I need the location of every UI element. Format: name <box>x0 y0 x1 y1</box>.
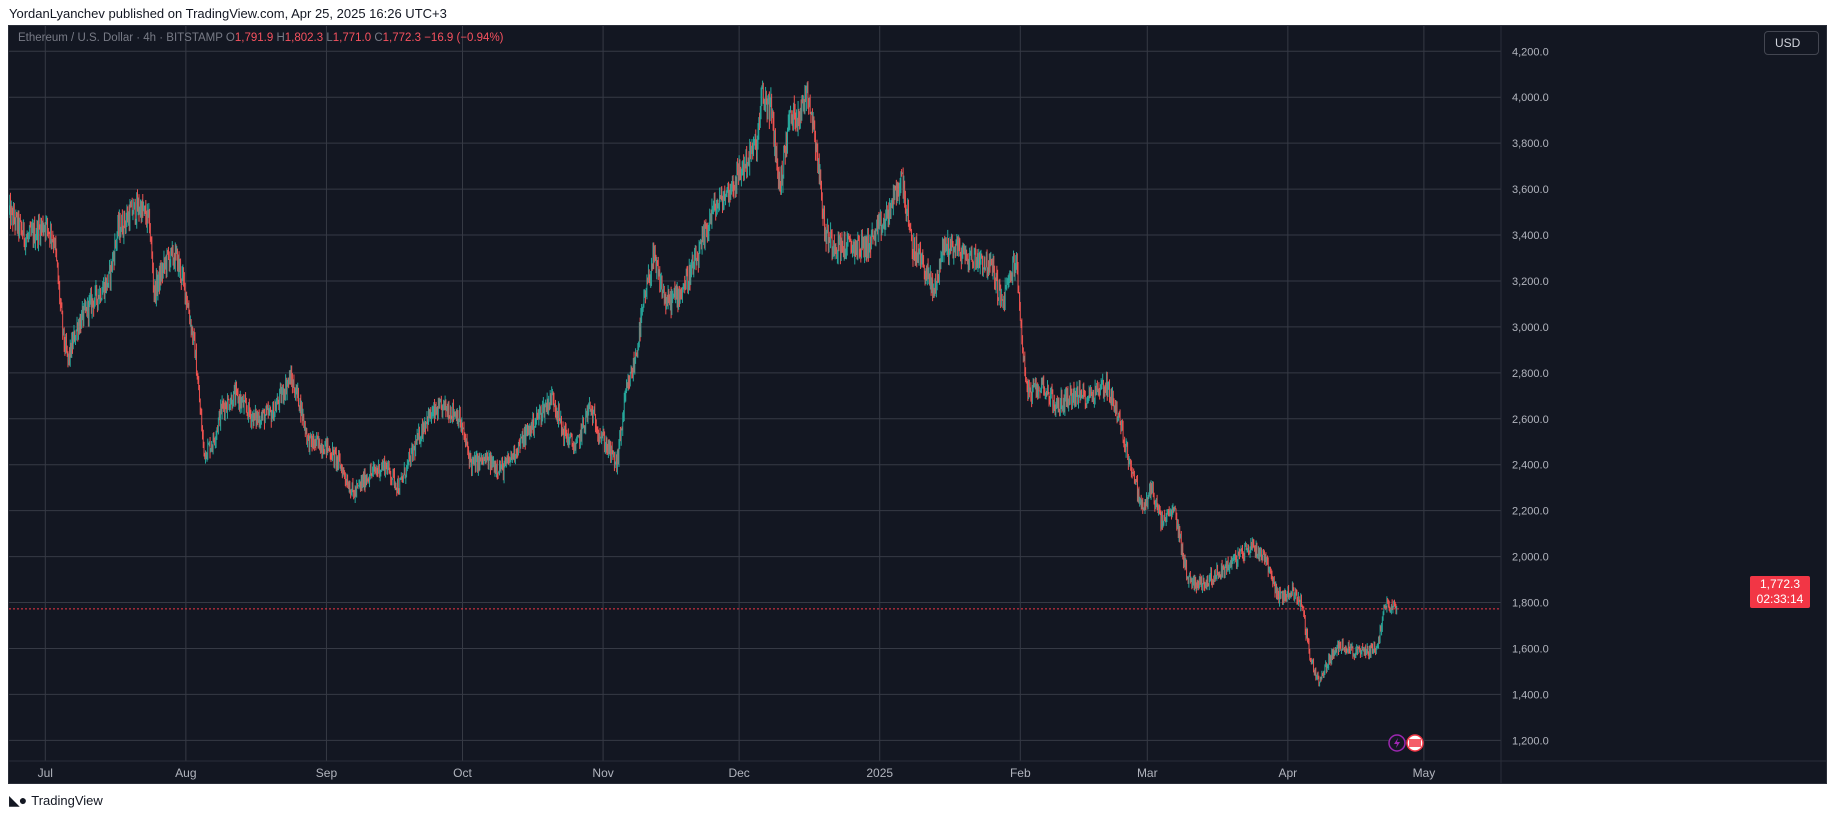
time-tick-label: Mar <box>1137 766 1158 780</box>
time-axis: Jul Aug Sep Oct Nov Dec 2025 Feb Mar Apr May <box>38 766 1436 780</box>
time-tick-label: Nov <box>592 766 613 780</box>
price-tick-label: 1,200.0 <box>1512 735 1549 747</box>
time-tick-label: Apr <box>1279 766 1298 780</box>
symbol-description[interactable]: Ethereum / U.S. Dollar · 4h · BITSTAMP <box>18 32 223 44</box>
price-tick-label: 4,000.0 <box>1512 92 1549 104</box>
price-tick-label: 1,600.0 <box>1512 643 1549 655</box>
chart-pane[interactable]: 1,200.0 1,400.0 1,600.0 1,800.0 2,000.0 2,200… <box>8 25 1827 784</box>
close-label: C <box>374 32 383 44</box>
low-label: L <box>326 32 333 44</box>
price-tick-label: 2,600.0 <box>1512 414 1549 426</box>
brand-name: TradingView <box>31 793 103 808</box>
time-tick-label: May <box>1413 766 1436 780</box>
price-axis: 1,200.0 1,400.0 1,600.0 1,800.0 2,000.0 2,200… <box>1512 46 1549 747</box>
tradingview-logo-icon: ◣● <box>9 792 27 808</box>
price-tick-label: 3,400.0 <box>1512 230 1549 242</box>
price-tick-label: 3,600.0 <box>1512 184 1549 196</box>
price-tick-label: 2,800.0 <box>1512 368 1549 380</box>
price-tick-label: 3,000.0 <box>1512 322 1549 334</box>
ohlc-legend: Ethereum / U.S. Dollar · 4h · BITSTAMP O… <box>18 32 504 44</box>
price-tick-label: 4,200.0 <box>1512 46 1549 58</box>
currency-button[interactable]: USD <box>1764 31 1819 55</box>
price-tick-label: 1,800.0 <box>1512 598 1549 610</box>
price-tick-label: 2,200.0 <box>1512 506 1549 518</box>
time-tick-label: Oct <box>453 766 472 780</box>
time-tick-label: Feb <box>1010 766 1031 780</box>
time-tick-label: 2025 <box>866 766 893 780</box>
candlestick-chart[interactable]: 1,200.0 1,400.0 1,600.0 1,800.0 2,000.0 2,200… <box>9 26 1826 783</box>
bar-countdown: 02:33:14 <box>1756 592 1804 606</box>
low-value: 1,771.0 <box>332 32 372 44</box>
lightning-bolt-icon <box>1394 738 1400 748</box>
last-price-value: 1,772.3 <box>1759 577 1801 591</box>
published-caption: YordanLyanchev published on TradingView.… <box>9 6 447 21</box>
price-tick-label: 3,800.0 <box>1512 138 1549 150</box>
open-value: 1,791.9 <box>234 32 274 44</box>
time-tick-label: Sep <box>316 766 338 780</box>
footer-brand[interactable]: ◣● TradingView <box>9 792 103 809</box>
high-label: H <box>276 32 285 44</box>
change-value: −16.9 (−0.94%) <box>424 32 504 44</box>
time-tick-label: Aug <box>175 766 196 780</box>
time-tick-label: Jul <box>38 766 53 780</box>
flag-stripes-icon <box>1409 739 1421 747</box>
price-tick-label: 2,000.0 <box>1512 552 1549 564</box>
price-tick-label: 1,400.0 <box>1512 689 1549 701</box>
time-tick-label: Dec <box>728 766 749 780</box>
high-value: 1,802.3 <box>284 32 324 44</box>
last-price-tag: 1,772.3 02:33:14 <box>1750 576 1810 608</box>
close-value: 1,772.3 <box>382 32 422 44</box>
event-icons[interactable] <box>1388 734 1424 752</box>
price-tick-label: 2,400.0 <box>1512 460 1549 472</box>
open-label: O <box>225 32 235 44</box>
price-tick-label: 3,200.0 <box>1512 276 1549 288</box>
candles <box>9 80 1398 687</box>
